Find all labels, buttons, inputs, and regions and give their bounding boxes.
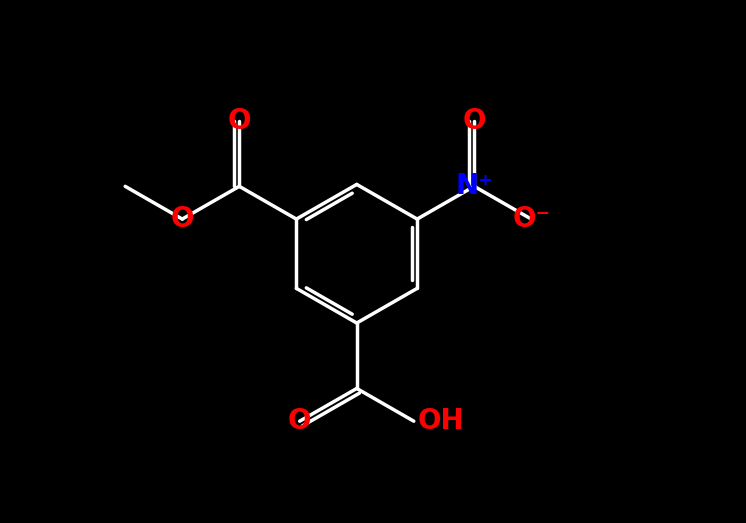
Text: OH: OH: [418, 407, 464, 435]
Text: O⁻: O⁻: [513, 205, 551, 233]
Text: O: O: [288, 407, 311, 435]
Text: O: O: [463, 107, 486, 135]
Text: O: O: [171, 205, 194, 233]
Text: O: O: [228, 107, 251, 135]
Text: N⁺: N⁺: [455, 173, 493, 200]
